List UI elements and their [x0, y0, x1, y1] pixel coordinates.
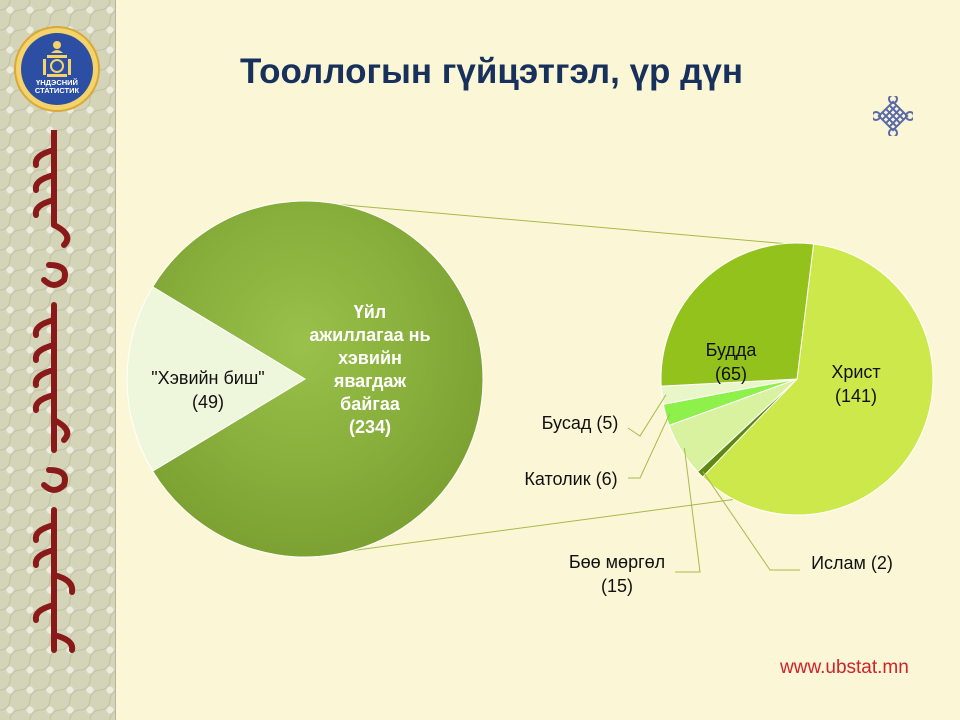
leader-other — [627, 394, 667, 437]
connector-line-top — [299, 200, 813, 247]
label-normal-operation-line: ажиллагаа нь — [309, 325, 430, 345]
leader-islam — [702, 471, 800, 571]
soyombo-icon — [43, 41, 71, 77]
logo-caption-line-1: ҮНДЭСНИЙ — [36, 78, 78, 87]
main-pie — [126, 200, 484, 558]
connector-line-bottom — [304, 496, 753, 558]
slice-buddhist — [660, 242, 815, 387]
label-islam-line: Ислам (2) — [811, 553, 893, 573]
label-other-line: Бусад (5) — [542, 413, 619, 433]
label-shamanism-line: Бөө мөргөл — [569, 552, 665, 572]
label-normal-operation-line: Үйл — [354, 302, 387, 322]
label-shamanism: Бөө мөргөл (15) — [569, 552, 665, 596]
label-buddhist-value: (65) — [715, 364, 747, 384]
label-not-normal: "Хэвийн биш" (49) — [151, 368, 264, 412]
endless-knot-icon — [873, 96, 913, 136]
leader-shamanism — [675, 447, 701, 573]
label-normal-operation-line: байгаа — [340, 394, 401, 414]
decorative-side-band — [0, 0, 116, 720]
label-buddhist-line: Будда — [706, 340, 758, 360]
secondary-pie — [660, 242, 934, 516]
label-christian-line: Христ — [831, 362, 880, 382]
label-buddhist: Будда (65) — [706, 340, 758, 384]
label-not-normal-line: "Хэвийн биш" — [151, 368, 264, 388]
leader-lines — [627, 394, 800, 573]
label-christian: Христ (141) — [831, 362, 880, 406]
label-normal-operation-line: явагдаж — [333, 371, 407, 391]
label-not-normal-value: (49) — [192, 392, 224, 412]
statistics-logo: ҮНДЭСНИЙ СТАТИСТИК — [16, 28, 98, 110]
pie-labels: Үйл ажиллагаа нь хэвийн явагдаж байгаа (234) "… — [151, 302, 893, 596]
label-christian-value: (141) — [835, 386, 877, 406]
label-shamanism-value: (15) — [601, 576, 633, 596]
label-catholic: Католик (6) — [524, 469, 617, 489]
label-catholic-line: Католик (6) — [524, 469, 617, 489]
mongolian-script-decoration — [32, 130, 76, 653]
slice-christian — [701, 243, 934, 516]
page-title: Тооллогын гүйцэтгэл, үр дүн — [240, 52, 743, 91]
logo-caption: ҮНДЭСНИЙ СТАТИСТИК — [21, 79, 93, 95]
website-link[interactable]: www.ubstat.mn — [780, 657, 909, 678]
label-other: Бусад (5) — [542, 413, 619, 433]
logo-caption-line-2: СТАТИСТИК — [34, 86, 80, 95]
label-normal-operation-line: хэвийн — [338, 348, 402, 368]
slice-normal-operation — [152, 200, 484, 558]
label-islam: Ислам (2) — [811, 553, 893, 573]
label-normal-operation: Үйл ажиллагаа нь хэвийн явагдаж байгаа (234) — [309, 302, 430, 437]
label-normal-operation-value: (234) — [349, 417, 391, 437]
slice-not-normal — [126, 286, 306, 472]
logo-emblem: ҮНДЭСНИЙ СТАТИСТИК — [21, 33, 93, 105]
leader-catholic — [628, 413, 671, 479]
